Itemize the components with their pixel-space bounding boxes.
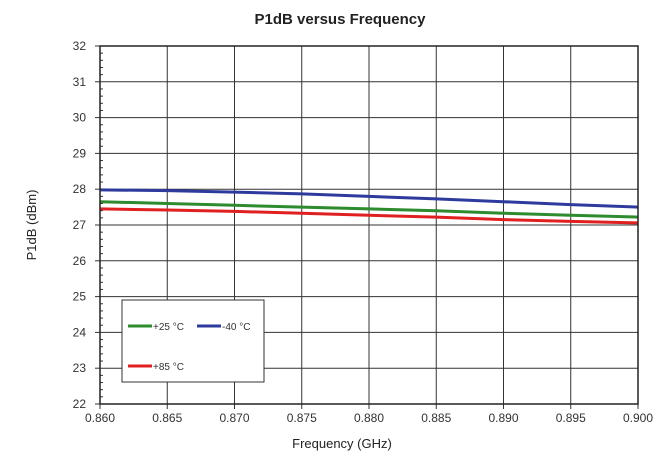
- legend-label-minus40c: -40 °C: [222, 322, 250, 333]
- legend-box: [121, 299, 265, 383]
- x-tick-label: 0.865: [152, 411, 182, 425]
- series-line-0: [99, 200, 639, 219]
- x-tick-label: 0.870: [219, 411, 249, 425]
- y-tick-label: 29: [73, 146, 87, 160]
- y-tick-label: 28: [73, 182, 87, 196]
- legend-label-25c: +25 °C: [153, 322, 184, 333]
- y-tick-label: 32: [73, 39, 87, 53]
- x-tick-labels: 0.860 0.865 0.870 0.875 0.880 0.885 0.890 0.895…: [85, 411, 653, 425]
- x-tick-label: 0.875: [287, 411, 317, 425]
- x-axis-label: Frequency (GHz): [292, 436, 392, 451]
- y-tick-labels: 22 23 24 25 26 27 28 29 30 31 32: [73, 39, 87, 411]
- y-tick-label: 25: [73, 290, 87, 304]
- x-tick-label: 0.880: [354, 411, 384, 425]
- y-tick-label: 30: [73, 111, 87, 125]
- series-line-2: [99, 207, 639, 225]
- y-tick-label: 26: [73, 254, 87, 268]
- y-tick-label: 22: [73, 397, 87, 411]
- y-tick-label: 24: [73, 325, 87, 339]
- x-tick-label: 0.860: [85, 411, 115, 425]
- series-lines: [99, 188, 639, 225]
- x-tick-label: 0.890: [488, 411, 518, 425]
- x-tick-label: 0.895: [556, 411, 586, 425]
- series-line-1: [99, 188, 639, 209]
- legend: +25 °C -40 °C +85 °C: [121, 299, 265, 383]
- x-tick-label: 0.900: [623, 411, 653, 425]
- y-tick-label: 31: [73, 75, 87, 89]
- legend-label-85c: +85 °C: [153, 362, 184, 373]
- x-tick-label: 0.885: [421, 411, 451, 425]
- plot-frame: [99, 45, 639, 405]
- y-axis-label: P1dB (dBm): [24, 190, 39, 261]
- y-tick-label: 23: [73, 361, 87, 375]
- y-tick-label: 27: [73, 218, 87, 232]
- chart-title: P1dB versus Frequency: [255, 11, 427, 28]
